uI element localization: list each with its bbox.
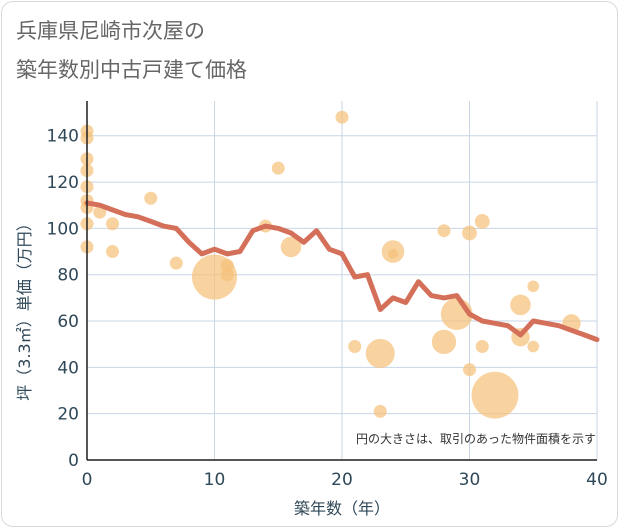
trend-line-group xyxy=(84,200,600,343)
x-tick-label: 30 xyxy=(459,470,481,490)
bubble-point xyxy=(271,161,285,175)
bubble-point xyxy=(474,214,490,229)
bubble-point xyxy=(365,338,395,368)
chart-title-line-2: 築年数別中古戸建て価格 xyxy=(16,58,247,82)
bubble-point xyxy=(280,236,302,258)
bubble-point xyxy=(373,404,387,418)
y-tick-label: 0 xyxy=(68,451,79,471)
bubble-size-note: 円の大きさは、取引のあった物件面積を示す xyxy=(356,431,596,446)
bubble-point xyxy=(463,363,476,377)
trend-line xyxy=(84,200,600,343)
y-tick-label: 60 xyxy=(57,312,79,332)
bubble-point xyxy=(335,110,349,124)
bubble-point xyxy=(106,217,119,231)
axes xyxy=(86,101,597,461)
bubble-point xyxy=(348,340,362,354)
grid xyxy=(87,101,598,460)
bubble-point xyxy=(387,248,399,259)
bubble-point xyxy=(437,224,451,238)
bubble-point xyxy=(220,258,234,272)
x-tick-label: 40 xyxy=(586,470,608,490)
y-axis-title: 坪（3.3㎡）単価（万円） xyxy=(15,215,34,400)
x-tick-label: 20 xyxy=(331,470,353,490)
bubble-point xyxy=(144,191,158,205)
y-tick-label: 100 xyxy=(47,219,79,239)
bubble-point xyxy=(527,280,540,293)
x-tick-label: 10 xyxy=(204,470,226,490)
chart-title-line-1: 兵庫県尼崎市次屋の xyxy=(16,19,205,43)
bubble-point xyxy=(462,225,477,241)
x-tick-label: 0 xyxy=(82,470,93,490)
bubble-point xyxy=(169,256,183,270)
bubble-point xyxy=(471,371,519,419)
y-tick-label: 20 xyxy=(57,405,79,425)
bubble-point xyxy=(527,340,540,353)
bubble-point xyxy=(106,245,119,259)
bubble-point xyxy=(475,340,489,354)
y-tick-label: 80 xyxy=(57,266,79,286)
x-axis-title: 築年数（年） xyxy=(294,499,390,518)
y-tick-label: 40 xyxy=(57,358,79,378)
tick-labels: 0 20 40 60 80 100 120 140 0 10 20 30 40 xyxy=(47,127,608,490)
y-tick-label: 120 xyxy=(47,173,79,193)
bubble-point xyxy=(220,268,234,282)
y-tick-label: 140 xyxy=(47,127,79,147)
bubble-point xyxy=(510,294,531,316)
bubble-point xyxy=(431,329,457,355)
bubbles xyxy=(80,110,581,419)
